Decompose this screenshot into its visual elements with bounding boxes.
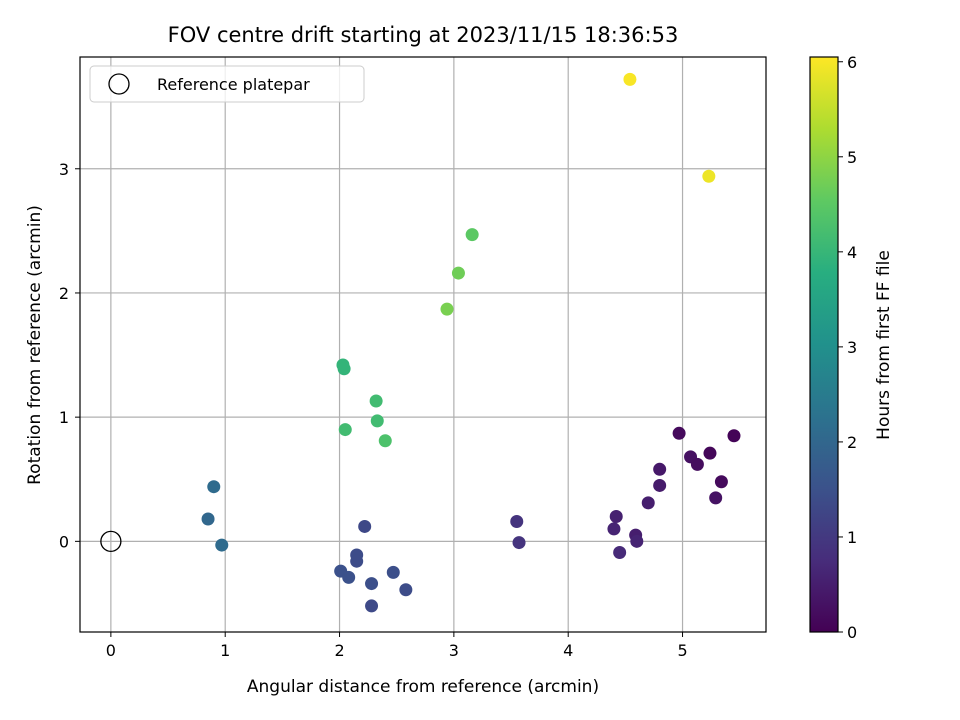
chart-title: FOV centre drift starting at 2023/11/15 …: [168, 23, 679, 47]
reference-marker-layer: [100, 530, 122, 552]
data-point: [672, 426, 686, 440]
x-tick-label: 4: [563, 641, 573, 660]
data-point: [370, 414, 384, 428]
data-point: [623, 72, 637, 86]
colorbar-tick-label: 1: [847, 528, 857, 547]
data-point: [386, 565, 400, 579]
reference-marker: [100, 530, 122, 552]
y-axis-label: Rotation from reference (arcmin): [25, 205, 45, 485]
x-tick-label: 2: [334, 641, 344, 660]
colorbar-tick-label: 3: [847, 338, 857, 357]
data-point: [440, 302, 454, 316]
data-point: [510, 514, 524, 528]
data-point: [630, 534, 644, 548]
data-point: [378, 434, 392, 448]
data-point: [709, 491, 723, 505]
data-point: [653, 478, 667, 492]
x-tick-label: 5: [677, 641, 687, 660]
data-point: [703, 446, 717, 460]
legend-box: [89, 65, 365, 103]
data-point: [365, 599, 379, 613]
data-point: [653, 462, 667, 476]
x-tick-label: 0: [106, 641, 116, 660]
y-tick-label: 3: [59, 160, 69, 179]
legend-label-reference: Reference platepar: [157, 75, 310, 94]
colorbar-tick-label: 6: [847, 53, 857, 72]
data-point: [702, 169, 716, 183]
x-tick-label: 1: [220, 641, 230, 660]
data-point: [342, 570, 356, 584]
data-point: [613, 546, 627, 560]
data-point: [338, 423, 352, 437]
colorbar-gradient: [809, 56, 839, 633]
colorbar: 0 1 2 3 4 5 6 Hours from first FF file: [809, 53, 894, 642]
colorbar-label: Hours from first FF file: [874, 250, 894, 440]
x-tick-label: 3: [449, 641, 459, 660]
x-axis-label: Angular distance from reference (arcmin): [247, 677, 599, 697]
data-point: [727, 429, 741, 443]
legend: Reference platepar: [89, 65, 365, 103]
data-point: [512, 536, 526, 550]
colorbar-tick-label: 4: [847, 243, 857, 262]
data-point: [350, 554, 364, 568]
grid-lines: [80, 57, 766, 632]
plot-frame: [79, 56, 767, 633]
data-point: [365, 577, 379, 591]
colorbar-ticks: 0 1 2 3 4 5 6: [838, 53, 857, 642]
y-tick-label: 2: [59, 284, 69, 303]
y-axis: 0 1 2 3: [59, 160, 80, 551]
data-point: [465, 228, 479, 242]
data-point: [215, 538, 229, 552]
data-point: [201, 512, 215, 526]
colorbar-tick-label: 2: [847, 433, 857, 452]
y-tick-label: 1: [59, 408, 69, 427]
colorbar-tick-label: 5: [847, 148, 857, 167]
data-point: [451, 266, 465, 280]
colorbar-tick-label: 0: [847, 623, 857, 642]
legend-marker-reference: [108, 73, 130, 95]
x-axis: 0 1 2 3 4 5: [106, 632, 688, 660]
data-point: [609, 510, 623, 524]
data-point: [369, 394, 383, 408]
y-tick-label: 0: [59, 532, 69, 551]
data-point: [337, 362, 351, 376]
data-point: [607, 522, 621, 536]
data-points: [201, 72, 741, 613]
data-point: [641, 496, 655, 510]
data-point: [207, 480, 221, 494]
data-point: [399, 583, 413, 597]
data-point: [714, 475, 728, 489]
data-point: [358, 519, 372, 533]
data-point: [690, 457, 704, 471]
